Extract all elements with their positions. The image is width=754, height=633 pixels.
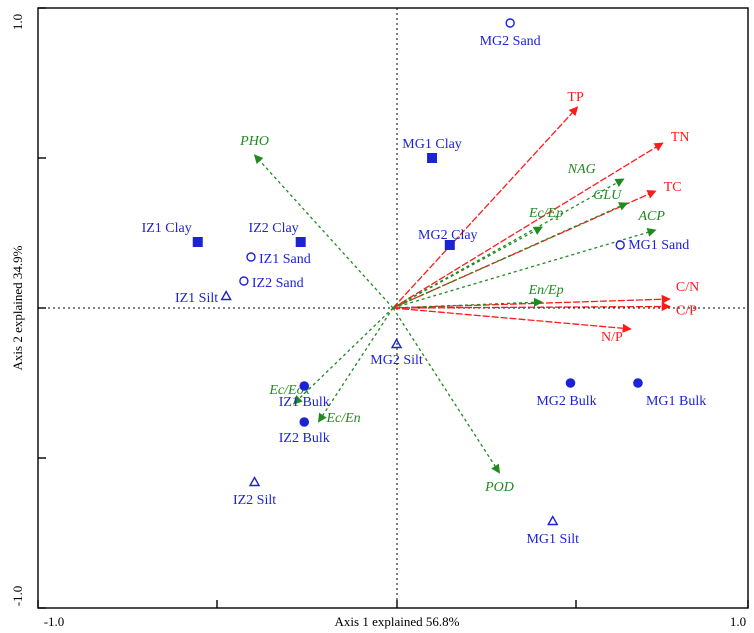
vector-label-ec-ep: Ec/Ep [528, 206, 563, 221]
y-tick-label-min: -1.0 [10, 586, 25, 607]
sample-label-iz1-clay: IZ1 Clay [142, 221, 192, 236]
x-tick-label-max: 1.0 [730, 614, 746, 629]
sample-marker-iz2-sand [239, 276, 249, 286]
vector-tn [392, 142, 664, 309]
vector-label-pho: PHO [239, 134, 269, 149]
sample-label-iz2-sand: IZ2 Sand [252, 276, 304, 291]
sample-marker-iz1-silt [220, 290, 232, 301]
vector-label-c-n: C/N [676, 280, 699, 295]
vector-acp [392, 227, 657, 309]
vector-label-pod: POD [484, 480, 514, 495]
sample-label-mg1-sand: MG1 Sand [628, 238, 689, 253]
sample-marker-mg1-bulk [633, 378, 643, 388]
vector-label-acp: ACP [637, 209, 665, 224]
axis-ticks [37, 7, 749, 609]
y-axis-label: Axis 2 explained 34.9% [10, 245, 25, 370]
sample-label-mg2-clay: MG2 Clay [418, 228, 478, 243]
x-axis-label: Axis 1 explained 56.8% [335, 614, 460, 629]
vector-pho [253, 154, 394, 309]
vector-tc [392, 190, 657, 309]
sample-label-iz2-bulk: IZ2 Bulk [279, 431, 330, 446]
vector-label-n-p: N/P [601, 330, 623, 345]
sample-marker-mg2-sand [505, 18, 515, 28]
vector-label-tp: TP [567, 90, 584, 105]
vector-label-tc: TC [664, 180, 682, 195]
sample-label-mg1-bulk: MG1 Bulk [646, 394, 706, 409]
sample-marker-iz2-silt [248, 476, 261, 487]
vector-label-tn: TN [671, 130, 690, 145]
sample-label-mg1-clay: MG1 Clay [402, 137, 462, 152]
vector-label-en-ep: En/Ep [528, 283, 564, 298]
sample-points: MG2 Sand MG1 Clay IZ1 Clay IZ2 Clay MG2 Clay… [142, 18, 706, 547]
vector-label-c-p: C/P [676, 304, 697, 319]
vector-nag [392, 178, 625, 309]
sample-label-iz1-sand: IZ1 Sand [259, 252, 311, 267]
sample-marker-iz1-bulk [299, 381, 310, 391]
sample-label-iz2-silt: IZ2 Silt [233, 493, 276, 508]
vector-en-ep [392, 297, 544, 309]
sample-marker-iz1-sand [246, 252, 256, 262]
vector-ec-ep [392, 226, 543, 309]
vector-glu [392, 202, 629, 309]
sample-marker-mg2-bulk [565, 378, 576, 388]
sample-label-mg2-silt: MG2 Silt [370, 353, 423, 368]
sample-marker-mg1-silt [547, 515, 559, 526]
vector-pod [392, 307, 501, 474]
sample-label-iz1-bulk: IZ1 Bulk [279, 395, 330, 410]
y-tick-label-max: 1.0 [10, 14, 25, 30]
sample-marker-mg1-sand [615, 240, 625, 250]
sample-label-mg2-sand: MG2 Sand [480, 34, 541, 49]
vector-label-ec-en: Ec/En [325, 411, 360, 426]
sample-label-mg1-silt: MG1 Silt [526, 532, 579, 547]
sample-marker-mg1-clay [427, 153, 438, 163]
vector-c-p [392, 301, 671, 312]
vector-c-n [392, 294, 671, 309]
sample-marker-iz2-clay [295, 237, 306, 247]
vector-label-glu: GLU [593, 188, 622, 203]
sample-marker-mg2-silt [390, 338, 403, 349]
variable-vectors: TP TN TC C/N C/P N/P NAG GLU ACP Ec/Ep En/Ep PHO Ec/… [239, 90, 699, 495]
sample-label-iz2-clay: IZ2 Clay [249, 221, 299, 236]
vector-tp [392, 106, 579, 309]
vector-ec-eox [292, 307, 394, 405]
sample-marker-iz1-clay [192, 237, 203, 247]
sample-label-iz1-silt: IZ1 Silt [175, 291, 218, 306]
vector-ec-en [317, 307, 394, 423]
vector-label-nag: NAG [567, 162, 596, 177]
vector-n-p [392, 307, 632, 333]
sample-marker-iz2-bulk [299, 417, 310, 427]
sample-label-mg2-bulk: MG2 Bulk [536, 394, 596, 409]
sample-marker-mg2-clay [444, 240, 455, 250]
x-tick-label-min: -1.0 [44, 614, 65, 629]
